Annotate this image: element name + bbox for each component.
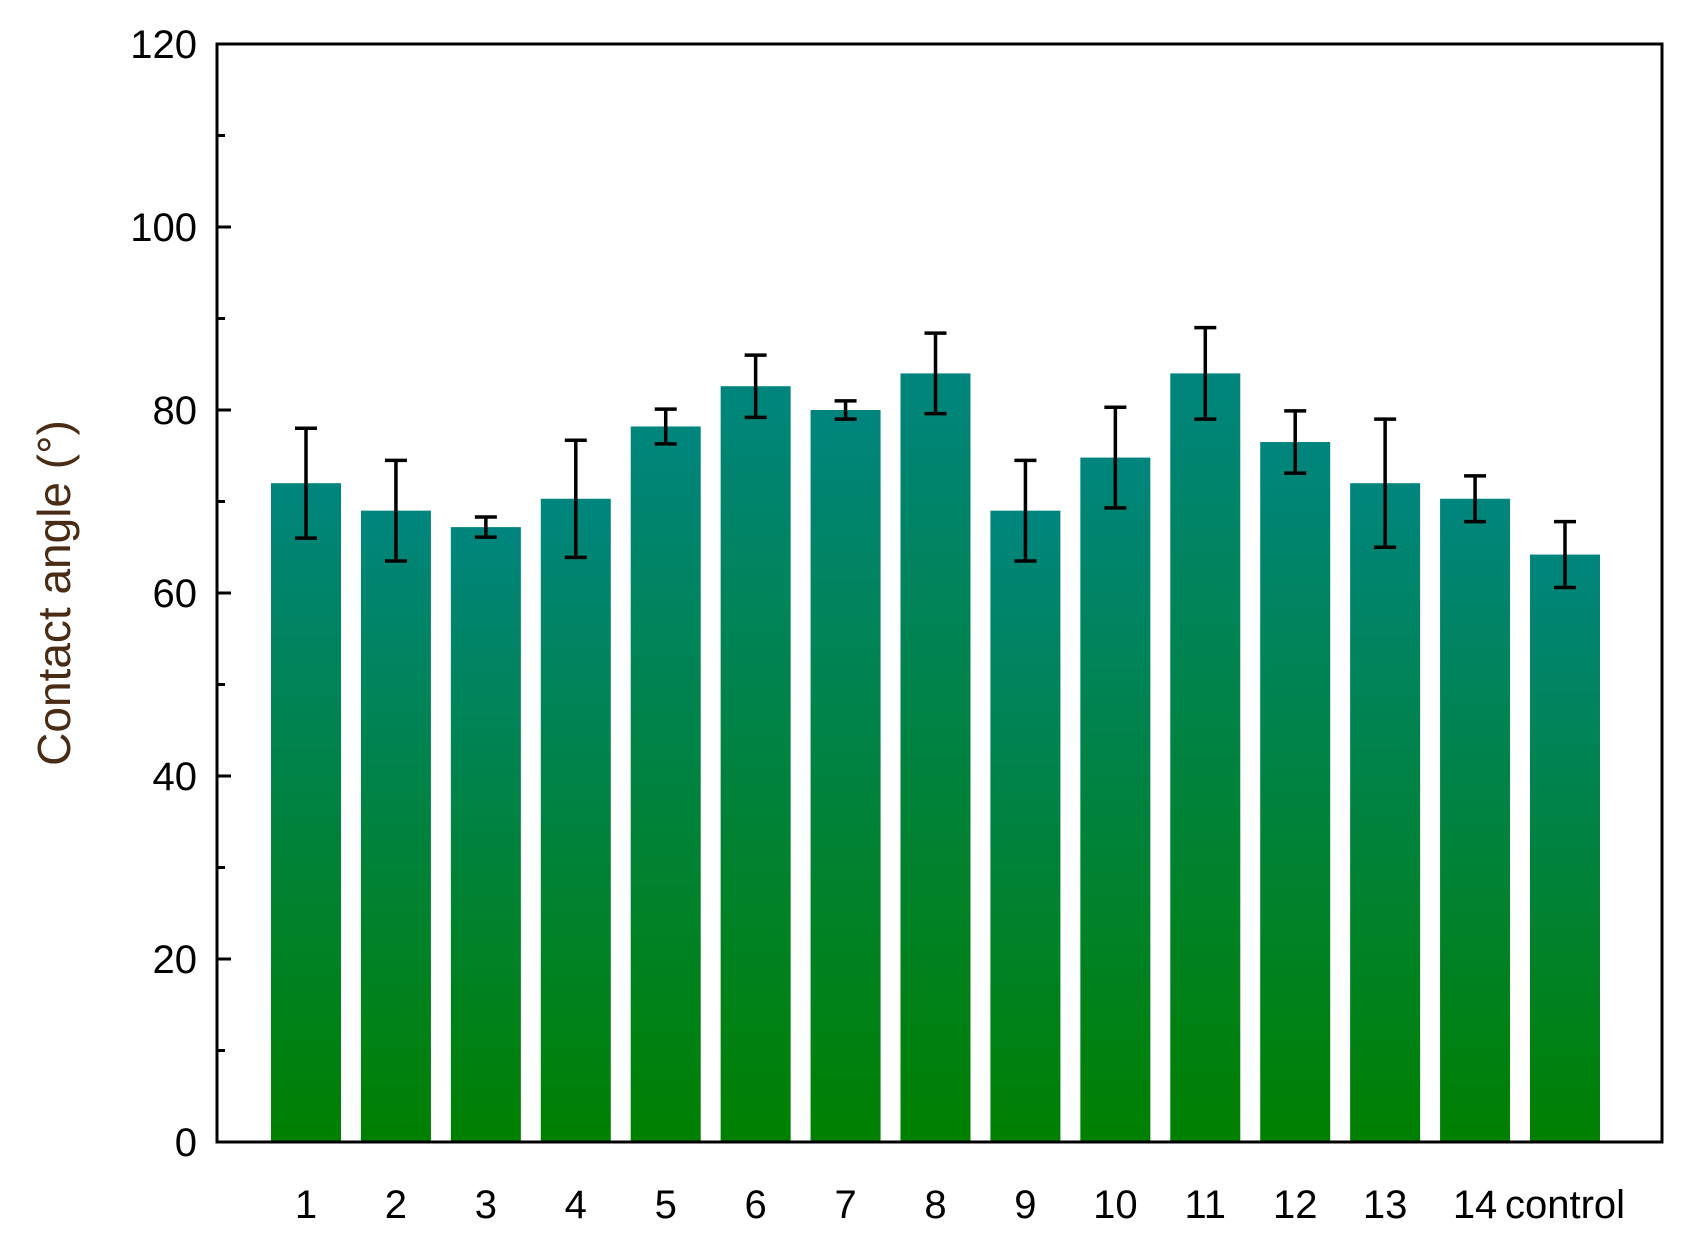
y-tick-label: 60 (153, 572, 198, 616)
x-tick-label: 4 (565, 1183, 587, 1227)
error-bar-control (1554, 519, 1576, 590)
bar-4 (540, 498, 611, 1142)
x-tick-label: 13 (1363, 1183, 1408, 1227)
x-tick-label: 8 (924, 1183, 946, 1227)
y-axis-title: Contact angle (°) (28, 420, 80, 766)
bar-9 (990, 510, 1061, 1142)
error-bars-layer (295, 325, 1576, 590)
error-bar-13 (1374, 417, 1397, 549)
bar-6 (720, 386, 791, 1143)
y-tick-label: 120 (130, 23, 197, 67)
bar-2 (360, 510, 431, 1142)
x-tick-label: 12 (1273, 1183, 1318, 1227)
bar-control (1530, 554, 1600, 1142)
error-bar-9 (1014, 458, 1037, 563)
x-tick-label: 11 (1185, 1183, 1227, 1227)
error-bar-1 (295, 426, 317, 540)
bar-5 (630, 426, 701, 1143)
bar-12 (1260, 442, 1331, 1142)
bar-1 (271, 483, 341, 1142)
y-tick-label: 20 (153, 938, 198, 982)
x-tick-label: 10 (1093, 1183, 1138, 1227)
labels-layer: 1 2 3 4 5 6 7 8 9 10 11 12 13 14 control02040608010012… (28, 23, 1625, 1227)
axes-layer (215, 42, 1664, 1144)
bar-3 (450, 527, 521, 1142)
bar-8 (900, 373, 971, 1142)
error-bar-14 (1464, 474, 1487, 524)
x-tick-label: 1 (295, 1183, 317, 1227)
error-bar-8 (924, 331, 947, 416)
x-tick-label: 3 (475, 1183, 497, 1227)
x-tick-label: control (1505, 1183, 1625, 1227)
error-bar-11 (1194, 325, 1217, 421)
bar-7 (810, 410, 881, 1142)
x-tick-label: 14 (1453, 1183, 1498, 1227)
bars-layer (271, 373, 1600, 1143)
x-tick-label: 5 (655, 1183, 677, 1227)
error-bar-6 (744, 353, 767, 420)
x-tick-label: 6 (745, 1183, 767, 1227)
error-bar-2 (384, 458, 407, 563)
y-tick-label: 80 (153, 389, 198, 433)
y-tick-label: 0 (175, 1121, 197, 1165)
error-bar-3 (474, 515, 497, 539)
x-tick-label: 2 (385, 1183, 407, 1227)
error-bar-4 (564, 438, 587, 560)
x-tick-label: 9 (1014, 1183, 1036, 1227)
bar-10 (1080, 457, 1151, 1143)
error-bar-5 (654, 407, 677, 446)
bar-14 (1440, 498, 1511, 1142)
x-tick-label: 7 (834, 1183, 856, 1227)
error-bar-12 (1284, 409, 1307, 475)
error-bar-10 (1104, 405, 1127, 510)
y-tick-label: 40 (153, 755, 198, 799)
bar-11 (1170, 373, 1241, 1142)
y-tick-label: 100 (130, 206, 197, 250)
bar-13 (1350, 483, 1421, 1142)
error-bar-7 (834, 399, 857, 421)
